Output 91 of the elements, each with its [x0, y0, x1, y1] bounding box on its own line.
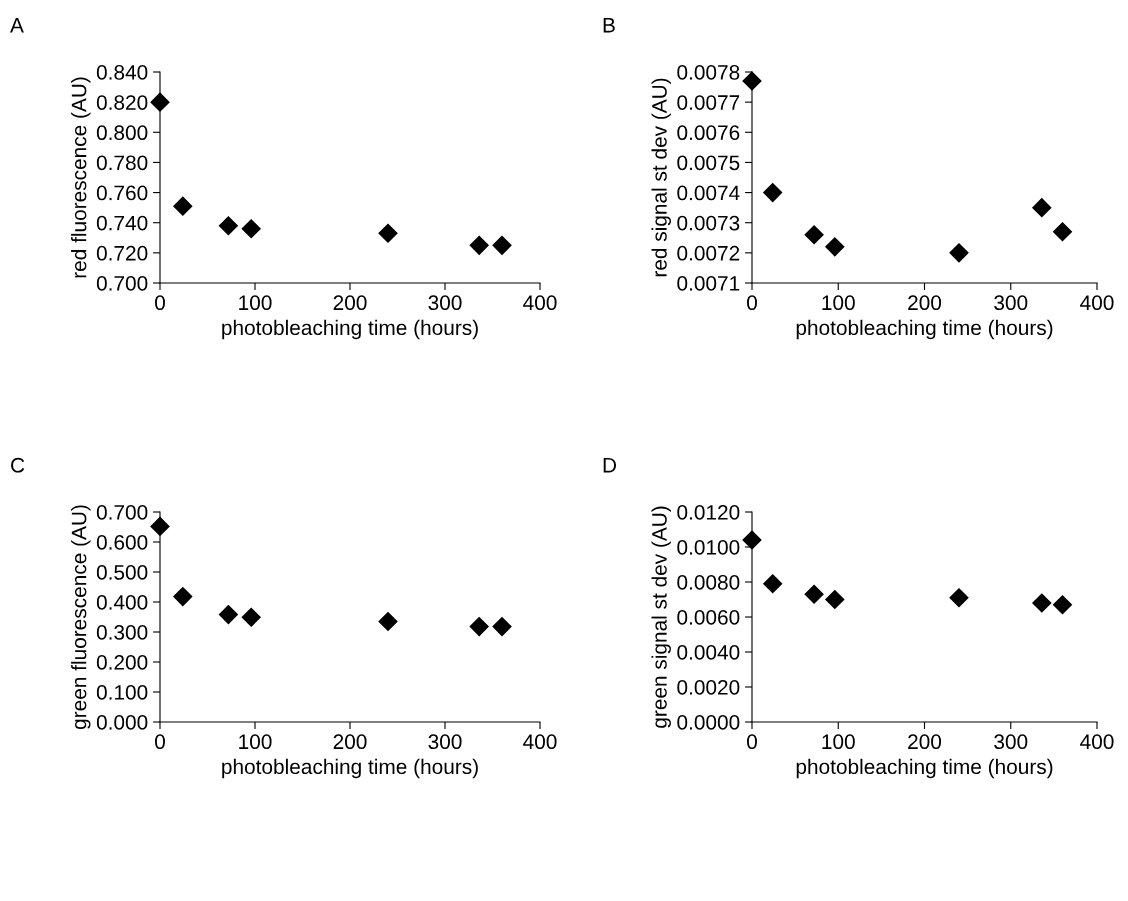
- y-tick-label: 0.0060: [677, 610, 740, 625]
- point: [1052, 222, 1073, 242]
- y-tick-label: 0.200: [96, 655, 148, 670]
- x-tick-label: 400: [523, 295, 557, 311]
- y-tick-label: 0.700: [96, 505, 148, 520]
- point: [1052, 595, 1073, 615]
- x-tick-label: 100: [239, 295, 272, 311]
- text: B: [603, 18, 615, 33]
- y-tick-label: 0.720: [96, 245, 148, 261]
- y-tick-label: 0.840: [96, 65, 148, 80]
- point: [492, 617, 512, 637]
- y-tick-label: 0.0080: [677, 575, 740, 590]
- y-tick-label: 0.0120: [677, 505, 740, 520]
- y-tick-label: 0.0077: [677, 95, 740, 110]
- y-tick-label: 0.700: [96, 276, 148, 291]
- point: [742, 530, 762, 550]
- point: [241, 219, 261, 239]
- y-tick-label: 0.300: [96, 625, 148, 640]
- y-tick-label: 0.0071: [677, 276, 740, 291]
- point: [763, 183, 783, 203]
- point: [150, 516, 170, 536]
- y-tick-label: 0.0100: [677, 540, 740, 555]
- x-axis-title: photobleaching time (hours): [796, 319, 1053, 340]
- y-tick-label: 0.0072: [677, 245, 740, 261]
- point: [150, 92, 170, 112]
- x-tick-label: 400: [1080, 734, 1114, 750]
- point: [492, 235, 512, 255]
- y-tick-label: 0.820: [96, 95, 148, 110]
- x-tick-label: 0: [155, 295, 165, 311]
- point: [804, 584, 824, 604]
- y-axis-title: red fluorescence (AU): [71, 77, 91, 278]
- point: [173, 587, 193, 607]
- y-tick-label: 0.0040: [677, 645, 740, 660]
- y-tick-label: 0.760: [96, 185, 148, 201]
- point: [949, 588, 969, 608]
- y-tick-label: 0.800: [96, 125, 148, 141]
- point: [1032, 593, 1052, 613]
- y-tick-label: 0.400: [96, 595, 148, 610]
- text: A: [10, 18, 24, 33]
- point: [804, 225, 824, 245]
- point: [241, 607, 261, 627]
- x-axis-title: photobleaching time (hours): [222, 319, 478, 340]
- y-tick-label: 0.100: [96, 685, 148, 700]
- x-tick-label: 400: [1080, 295, 1114, 311]
- y-tick-label: 0.600: [96, 535, 148, 550]
- x-tick-label: 300: [994, 734, 1028, 750]
- y-tick-label: 0.780: [96, 155, 148, 171]
- point: [469, 235, 489, 255]
- point: [218, 216, 238, 236]
- y-tick-label: 0.0074: [677, 185, 740, 201]
- point: [949, 243, 969, 263]
- y-tick-label: 0.500: [96, 565, 148, 580]
- point: [469, 617, 489, 637]
- x-tick-label: 0: [747, 295, 757, 311]
- y-tick-label: 0.0076: [677, 125, 740, 141]
- x-tick-label: 300: [428, 295, 462, 311]
- x-tick-label: 100: [822, 295, 855, 311]
- y-tick-label: 0.0075: [677, 155, 740, 171]
- x-tick-label: 0: [155, 734, 165, 750]
- x-tick-label: 0: [747, 734, 757, 750]
- x-tick-label: 300: [428, 734, 462, 750]
- text: C: [11, 457, 25, 473]
- y-tick-label: 0.0073: [677, 215, 740, 231]
- point: [173, 196, 193, 216]
- y-axis-title: red signal st dev (AU): [651, 78, 671, 277]
- y-axis-title: green fluorescence (AU): [71, 505, 91, 730]
- point: [763, 574, 783, 594]
- point: [1032, 198, 1052, 218]
- point: [378, 611, 398, 632]
- point: [825, 589, 845, 610]
- x-tick-label: 400: [523, 734, 557, 750]
- x-tick-label: 200: [908, 295, 942, 311]
- x-tick-label: 200: [908, 734, 942, 750]
- x-tick-label: 200: [333, 295, 367, 311]
- point: [218, 605, 238, 625]
- x-tick-label: 100: [239, 734, 272, 750]
- x-tick-label: 300: [994, 295, 1028, 311]
- point: [742, 71, 762, 91]
- x-axis-title: photobleaching time (hours): [222, 758, 478, 779]
- point: [825, 237, 845, 257]
- y-tick-label: 0.000: [96, 715, 148, 730]
- x-axis-title: photobleaching time (hours): [796, 758, 1053, 779]
- x-tick-label: 200: [333, 734, 367, 750]
- point: [378, 223, 398, 243]
- y-tick-label: 0.0020: [677, 680, 740, 695]
- y-tick-label: 0.0000: [677, 715, 740, 730]
- x-tick-label: 100: [822, 734, 855, 750]
- y-tick-label: 0.740: [96, 215, 148, 231]
- text: D: [603, 458, 617, 473]
- y-axis-title: green signal st dev (AU): [651, 506, 671, 728]
- y-tick-label: 0.0078: [677, 65, 740, 80]
